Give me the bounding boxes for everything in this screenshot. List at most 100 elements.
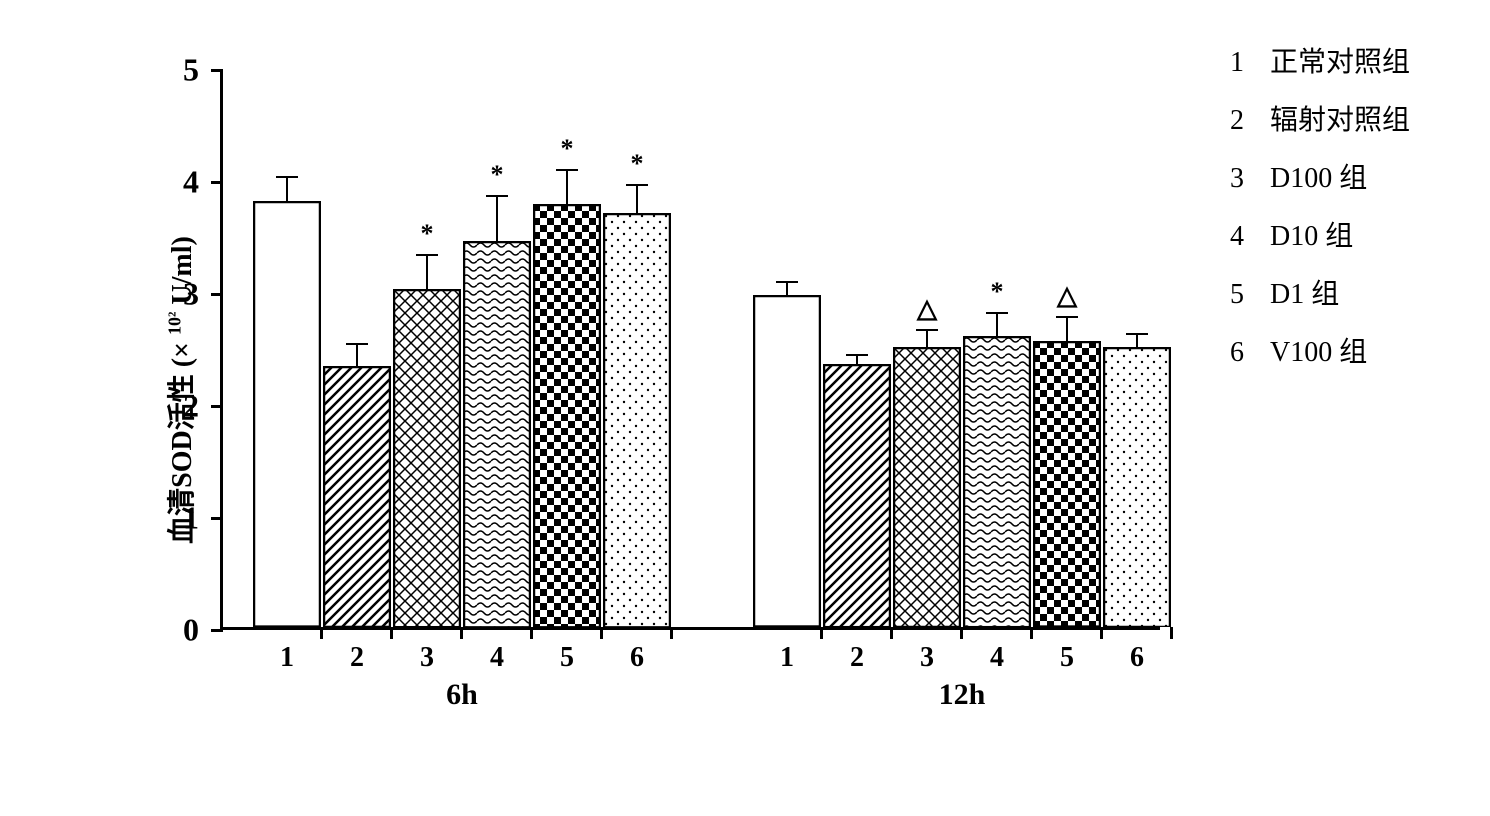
legend-item: 5 D1 组: [1230, 272, 1410, 312]
legend-number: 4: [1230, 221, 1250, 253]
x-bar-label: 5: [560, 642, 574, 674]
legend-number: 6: [1230, 337, 1250, 369]
y-tick: [211, 405, 223, 408]
error-cap: [556, 169, 578, 171]
y-tick: [211, 629, 223, 632]
y-tick-label: 2: [183, 388, 199, 425]
legend-item: 4 D10 组: [1230, 214, 1410, 254]
y-tick-label: 4: [183, 164, 199, 201]
legend-label: D100 组: [1270, 156, 1367, 196]
x-bar-label: 3: [420, 642, 434, 674]
x-bar-label: 2: [850, 642, 864, 674]
bar: [963, 336, 1031, 627]
bar: [393, 289, 461, 627]
error-bar: [566, 170, 568, 204]
x-tick: [960, 627, 963, 639]
error-cap: [626, 184, 648, 186]
legend-label: D10 组: [1270, 214, 1353, 254]
x-tick: [1030, 627, 1033, 639]
x-tick: [820, 627, 823, 639]
x-tick: [460, 627, 463, 639]
bar: [893, 347, 961, 627]
significance-marker: *: [991, 277, 1004, 307]
error-cap: [846, 354, 868, 356]
x-tick: [1170, 627, 1173, 639]
significance-marker: *: [561, 134, 574, 164]
legend-item: 2 辐射对照组: [1230, 98, 1410, 138]
error-cap: [986, 312, 1008, 314]
legend-number: 3: [1230, 163, 1250, 195]
bar: [753, 295, 821, 627]
legend-item: 1 正常对照组: [1230, 40, 1410, 80]
x-tick: [600, 627, 603, 639]
significance-marker: △: [917, 294, 937, 324]
y-tick-label: 0: [183, 612, 199, 649]
error-cap: [276, 176, 298, 178]
legend-label: 正常对照组: [1270, 40, 1410, 80]
x-group-label: 6h: [446, 678, 478, 712]
error-cap: [486, 195, 508, 197]
legend-label: 辐射对照组: [1270, 98, 1410, 138]
x-bar-label: 3: [920, 642, 934, 674]
x-tick: [320, 627, 323, 639]
y-tick-label: 5: [183, 52, 199, 89]
bar: [253, 201, 321, 627]
plot-region: 01234512*3*4*5*66h12△3*4△5612h: [220, 70, 1160, 630]
x-tick: [890, 627, 893, 639]
x-tick: [390, 627, 393, 639]
error-bar: [1136, 334, 1138, 347]
error-bar: [996, 313, 998, 335]
error-cap: [1056, 316, 1078, 318]
error-bar: [856, 355, 858, 364]
error-cap: [1126, 333, 1148, 335]
significance-marker: △: [1057, 281, 1077, 311]
error-bar: [786, 282, 788, 295]
significance-marker: *: [421, 219, 434, 249]
chart-area: 血清SOD活性 (× 10² U/ml) 01234512*3*4*5*66h1…: [160, 50, 1160, 690]
legend-item: 3 D100 组: [1230, 156, 1410, 196]
legend-number: 2: [1230, 105, 1250, 137]
x-bar-label: 4: [990, 642, 1004, 674]
x-tick: [530, 627, 533, 639]
error-cap: [416, 254, 438, 256]
bar: [823, 364, 891, 627]
y-tick: [211, 69, 223, 72]
bar: [603, 213, 671, 627]
y-title-exp: 10²: [165, 312, 185, 335]
legend-label: D1 组: [1270, 272, 1339, 312]
x-bar-label: 6: [1130, 642, 1144, 674]
x-bar-label: 2: [350, 642, 364, 674]
legend: 1 正常对照组 2 辐射对照组 3 D100 组 4 D10 组 5 D1 组 6 V100 组: [1230, 40, 1410, 388]
chart-container: 血清SOD活性 (× 10² U/ml) 01234512*3*4*5*66h1…: [0, 0, 1490, 816]
y-tick: [211, 517, 223, 520]
error-bar: [356, 344, 358, 366]
x-bar-label: 6: [630, 642, 644, 674]
x-group-label: 12h: [939, 678, 986, 712]
legend-number: 5: [1230, 279, 1250, 311]
y-tick: [211, 181, 223, 184]
y-tick: [211, 293, 223, 296]
bar: [1103, 347, 1171, 627]
x-bar-label: 1: [280, 642, 294, 674]
error-bar: [636, 185, 638, 213]
x-bar-label: 1: [780, 642, 794, 674]
bar: [1033, 341, 1101, 627]
x-tick: [670, 627, 673, 639]
error-cap: [916, 329, 938, 331]
legend-item: 6 V100 组: [1230, 330, 1410, 370]
legend-label: V100 组: [1270, 330, 1367, 370]
error-bar: [926, 330, 928, 347]
significance-marker: *: [491, 160, 504, 190]
error-bar: [496, 196, 498, 241]
x-tick: [1100, 627, 1103, 639]
bar: [323, 366, 391, 627]
bar: [533, 204, 601, 627]
x-bar-label: 5: [1060, 642, 1074, 674]
error-bar: [1066, 317, 1068, 342]
error-cap: [346, 343, 368, 345]
y-tick-label: 1: [183, 500, 199, 537]
significance-marker: *: [631, 149, 644, 179]
error-bar: [286, 177, 288, 202]
legend-number: 1: [1230, 47, 1250, 79]
bar: [463, 241, 531, 627]
